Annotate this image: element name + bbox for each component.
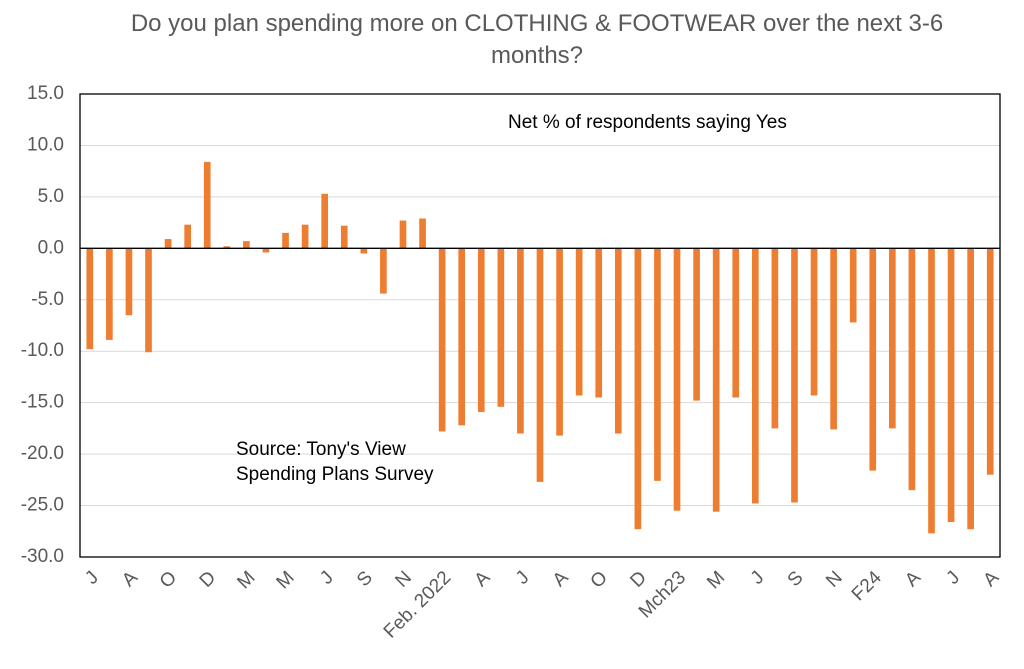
x-tick-label: O — [156, 567, 181, 592]
bar — [301, 224, 309, 249]
bar — [791, 248, 798, 503]
x-tick-label: M — [703, 567, 729, 593]
bar — [908, 248, 916, 491]
x-tick-label: A — [471, 567, 495, 591]
x-tick-label: S — [784, 567, 808, 591]
annotation: Net % of respondents saying Yes — [508, 112, 787, 133]
bar — [517, 248, 524, 434]
bar — [673, 248, 681, 511]
x-tick-label: A — [979, 567, 1003, 591]
x-tick-label: J — [81, 567, 103, 589]
bar — [967, 248, 974, 530]
plot-border — [79, 93, 1001, 558]
x-tick-label: N — [391, 567, 416, 592]
bar — [693, 248, 700, 401]
bar — [86, 248, 94, 350]
bar — [184, 224, 191, 249]
x-tick-label: F24 — [848, 567, 886, 605]
bar — [497, 248, 505, 407]
bar — [145, 248, 152, 353]
bar — [106, 248, 113, 340]
x-tick-label: S — [353, 567, 377, 591]
bar — [869, 248, 877, 471]
bar — [203, 161, 211, 249]
bar — [419, 218, 426, 249]
x-tick-label: Feb. 2022 — [380, 567, 455, 642]
bar — [340, 225, 348, 249]
y-tick-label: 5.0 — [38, 186, 64, 207]
y-tick-label: 10.0 — [27, 134, 64, 155]
y-tick-label: -15.0 — [21, 392, 64, 413]
y-tick-label: 0.0 — [38, 237, 64, 258]
bar — [282, 232, 289, 249]
y-tick-label: 15.0 — [27, 83, 64, 104]
bar — [986, 248, 994, 475]
x-tick-label: M — [233, 567, 259, 593]
bar — [654, 248, 661, 481]
x-tick-label: J — [512, 567, 534, 589]
bar — [125, 248, 133, 316]
x-tick-label: J — [747, 567, 769, 589]
x-tick-label: A — [118, 567, 142, 591]
x-tick-label: A — [901, 567, 925, 591]
x-tick-label: N — [822, 567, 847, 592]
x-tick-label: J — [943, 567, 965, 589]
bar — [164, 239, 172, 249]
bar — [849, 248, 857, 323]
bar — [399, 220, 407, 249]
x-tick-label: A — [549, 567, 573, 591]
bar — [262, 248, 270, 253]
y-tick-label: -5.0 — [31, 289, 64, 310]
bar — [223, 246, 231, 249]
bar — [889, 248, 896, 429]
bar — [360, 248, 368, 254]
bar — [595, 248, 603, 398]
bar — [438, 248, 446, 432]
bar — [575, 248, 583, 396]
x-tick-label: M — [273, 567, 299, 593]
bar — [928, 248, 935, 534]
bar — [380, 248, 387, 294]
x-tick-label: D — [196, 567, 221, 592]
bar — [810, 248, 818, 396]
chart-title: Do you plan spending more on CLOTHING & … — [130, 10, 944, 69]
y-tick-label: -30.0 — [21, 546, 64, 567]
annotation: Source: Tony's View Spending Plans Surve… — [236, 439, 434, 485]
bar — [751, 248, 759, 504]
bar — [458, 248, 466, 426]
bar — [477, 248, 485, 412]
x-tick-label: J — [316, 567, 338, 589]
bar — [243, 241, 250, 249]
x-tick-label: O — [587, 567, 612, 592]
bar — [556, 248, 563, 436]
y-tick-label: -10.0 — [21, 340, 64, 361]
y-tick-label: -20.0 — [21, 443, 64, 464]
bar — [771, 248, 779, 429]
bar — [614, 248, 622, 434]
bar — [536, 248, 544, 482]
bar — [634, 248, 642, 530]
bar — [830, 248, 837, 430]
bar — [712, 248, 720, 512]
y-tick-label: -25.0 — [21, 495, 64, 516]
x-tick-label: D — [626, 567, 651, 592]
bar — [321, 193, 329, 249]
bar — [732, 248, 740, 398]
bar — [947, 248, 955, 523]
